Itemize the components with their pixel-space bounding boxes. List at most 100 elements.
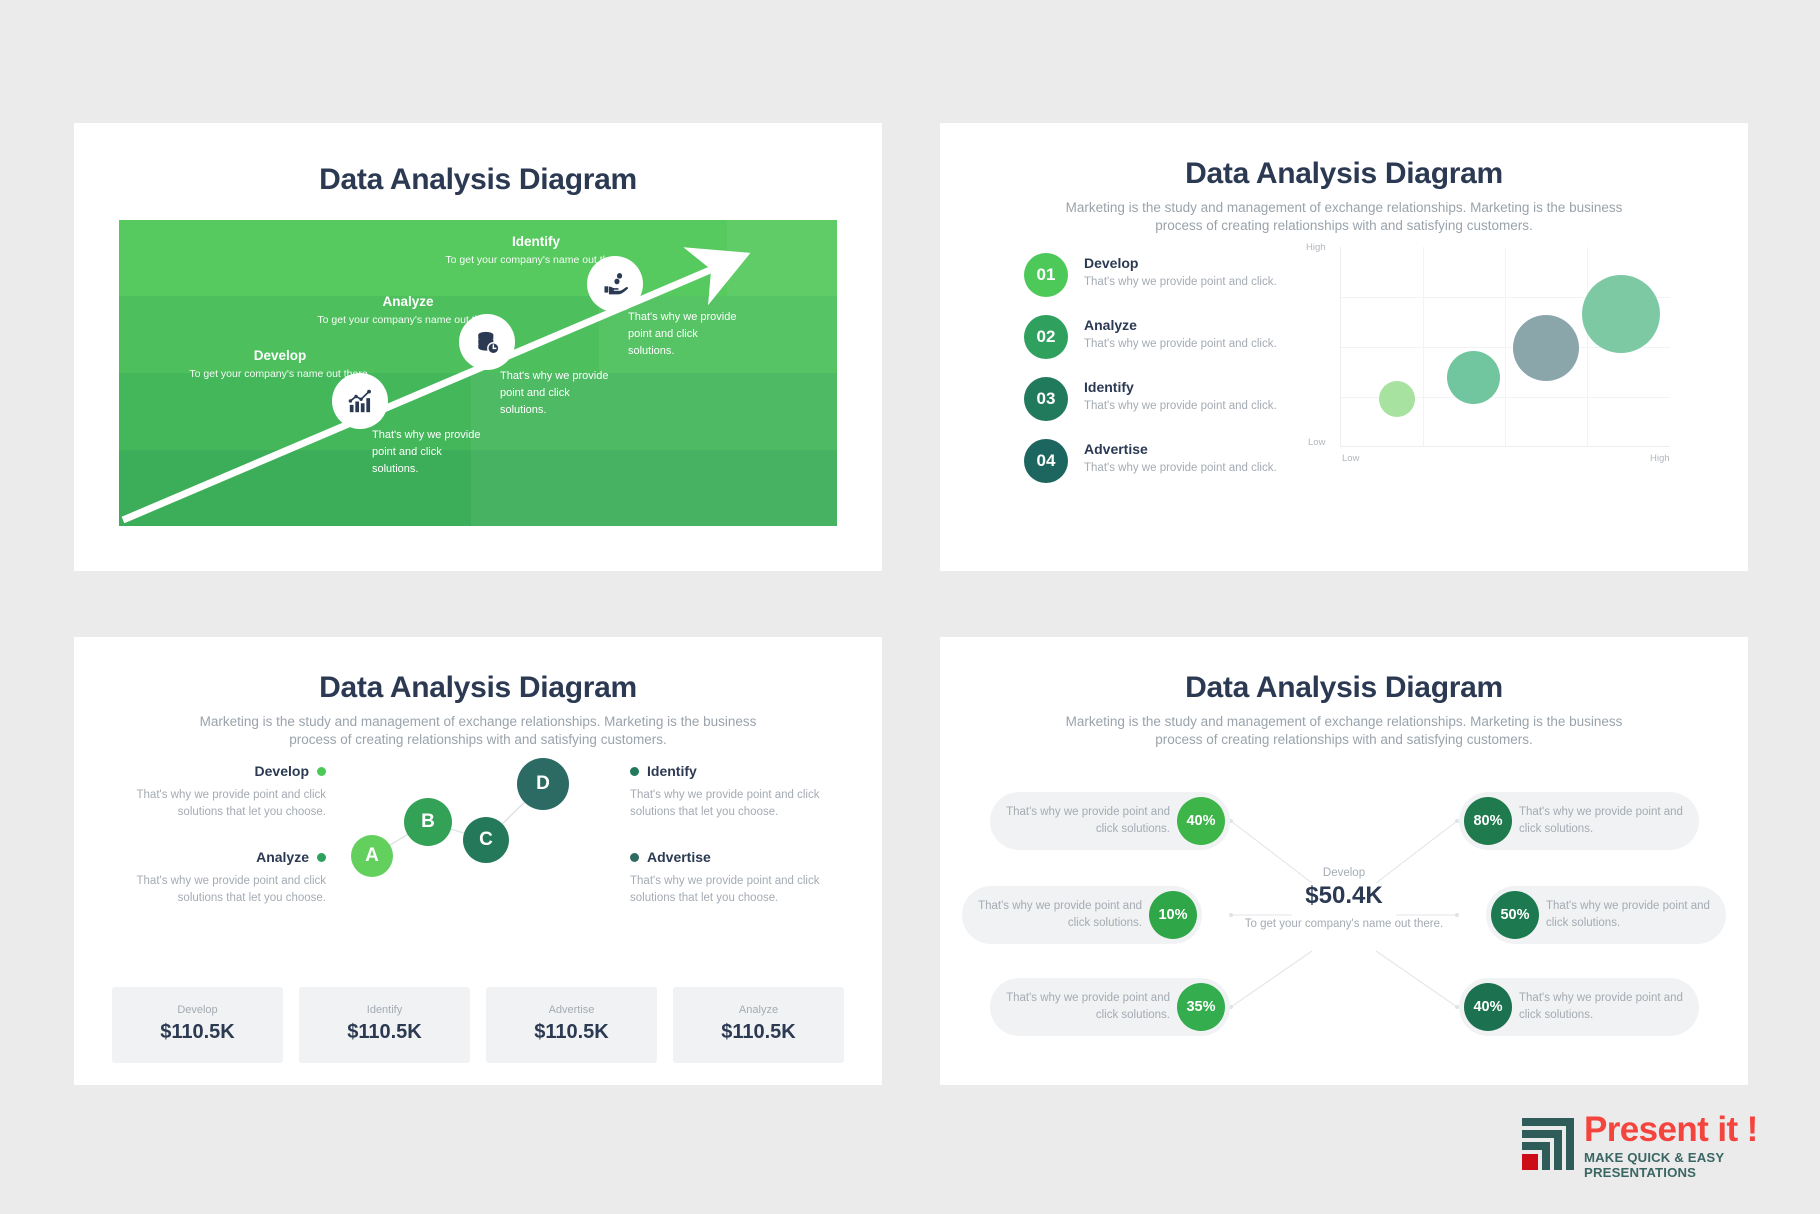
graph-node-a[interactable]: A	[351, 835, 393, 877]
pill-percent-badge: 80%	[1464, 797, 1512, 845]
list-item-description: That's why we provide point and click.	[1084, 276, 1277, 288]
list-item[interactable]: 02 Analyze That's why we provide point a…	[1024, 315, 1324, 359]
page-subtitle: Marketing is the study and management of…	[1065, 200, 1623, 234]
step-note-analyze: That's why we provide point and click so…	[500, 370, 609, 417]
step-number-badge: 03	[1024, 377, 1068, 421]
pill-right-2[interactable]: 50% That's why we provide point and clic…	[1486, 886, 1726, 944]
step-label-identify: Identify To get your company's name out …	[401, 234, 671, 266]
node-connector-lines	[371, 783, 544, 857]
gridline-h	[1341, 397, 1670, 398]
legend-develop[interactable]: Develop That's why we provide point and …	[102, 763, 326, 822]
page-title: Data Analysis Diagram	[1185, 671, 1503, 704]
pill-right-3[interactable]: 40% That's why we provide point and clic…	[1459, 978, 1699, 1036]
slide-hub-pills[interactable]: Data Analysis Diagram Marketing is the s…	[940, 637, 1748, 1085]
step-name: Analyze	[382, 294, 434, 309]
stat-label: Identify	[366, 1004, 403, 1016]
page-title: Data Analysis Diagram	[319, 163, 637, 196]
graph-node-d[interactable]: D	[517, 758, 569, 810]
stat-card[interactable]: Identify $110.5K	[299, 987, 470, 1063]
legend-label: Analyze	[256, 849, 309, 865]
stat-card-row: Develop $110.5K Identify $110.5K Adverti…	[112, 987, 844, 1063]
list-item-description: That's why we provide point and click.	[1084, 462, 1277, 474]
stat-value: $110.5K	[160, 1021, 235, 1043]
step-caption: To get your company's name out there.	[189, 368, 371, 380]
pill-percent-badge: 50%	[1491, 891, 1539, 939]
pill-text: That's why we provide point and click so…	[1519, 992, 1683, 1021]
gridline-h	[1341, 347, 1670, 348]
pill-percent-badge: 40%	[1464, 983, 1512, 1031]
hub-value: $50.4K	[1305, 882, 1383, 909]
stat-label: Advertise	[548, 1004, 595, 1016]
stat-label: Develop	[177, 1004, 218, 1016]
step-label-develop: Develop To get your company's name out t…	[145, 348, 415, 380]
stat-value: $110.5K	[534, 1021, 609, 1043]
step-number-badge: 01	[1024, 253, 1068, 297]
brand-logo[interactable]: Present it ! MAKE QUICK & EASY PRESENTAT…	[1518, 1110, 1788, 1180]
list-item-label: Develop	[1084, 255, 1139, 271]
slide-numbered-list-bubble[interactable]: Data Analysis Diagram Marketing is the s…	[940, 123, 1748, 571]
legend-analyze[interactable]: Analyze That's why we provide point and …	[102, 849, 326, 908]
gridline-h	[1341, 297, 1670, 298]
list-item-label: Identify	[1084, 379, 1134, 395]
legend-label: Develop	[254, 763, 309, 779]
page-title: Data Analysis Diagram	[319, 671, 637, 704]
pill-text: That's why we provide point and click so…	[1546, 900, 1710, 929]
stat-card[interactable]: Develop $110.5K	[112, 987, 283, 1063]
bubble-point[interactable]	[1447, 351, 1500, 404]
y-axis-label-high: High	[1306, 242, 1326, 253]
pill-percent-badge: 35%	[1177, 983, 1225, 1031]
pill-left-3[interactable]: That's why we provide point and click so…	[990, 978, 1230, 1036]
y-axis-label-low: Low	[1308, 437, 1326, 448]
pill-left-1[interactable]: That's why we provide point and click so…	[990, 792, 1230, 850]
step-node-analyze[interactable]	[459, 314, 515, 370]
legend-dot-icon	[317, 766, 326, 776]
graph-node-b[interactable]: B	[404, 798, 452, 846]
hub-label: Develop	[1322, 867, 1366, 879]
pill-left-2[interactable]: That's why we provide point and click so…	[962, 886, 1202, 944]
list-item-description: That's why we provide point and click.	[1084, 338, 1277, 350]
legend-description: That's why we provide point and click so…	[630, 789, 820, 819]
step-name: Develop	[253, 348, 307, 363]
brand-tagline: MAKE QUICK & EASY PRESENTATIONS	[1584, 1149, 1725, 1180]
list-item[interactable]: 03 Identify That's why we provide point …	[1024, 377, 1324, 421]
slide-process-arrow[interactable]: Data Analysis Diagram Develop To get	[74, 123, 882, 571]
bubble-point[interactable]	[1379, 381, 1415, 417]
present-it-mark-icon	[1522, 1118, 1574, 1170]
x-axis-label-low: Low	[1342, 453, 1360, 464]
list-item[interactable]: 04 Advertise That's why we provide point…	[1024, 439, 1324, 483]
pill-text: That's why we provide point and click so…	[1006, 992, 1170, 1021]
bubble-chart: High Low Low High	[1300, 239, 1700, 487]
brand-name: Present it !	[1584, 1110, 1758, 1149]
step-node-identify[interactable]	[587, 256, 643, 312]
legend-description: That's why we provide point and click so…	[630, 875, 820, 905]
process-arrow-chart: Develop To get your company's name out t…	[119, 220, 837, 526]
gridline-v	[1505, 247, 1506, 446]
legend-label: Advertise	[647, 849, 711, 865]
page-subtitle: Marketing is the study and management of…	[199, 714, 757, 748]
pill-right-1[interactable]: 80% That's why we provide point and clic…	[1459, 792, 1699, 850]
step-node-develop[interactable]	[332, 373, 388, 429]
stat-card[interactable]: Analyze $110.5K	[673, 987, 844, 1063]
bubble-point[interactable]	[1582, 275, 1660, 353]
list-item-description: That's why we provide point and click.	[1084, 400, 1277, 412]
pill-percent-badge: 40%	[1177, 797, 1225, 845]
page-subtitle: Marketing is the study and management of…	[1065, 714, 1623, 748]
step-caption: To get your company's name out there.	[317, 314, 499, 326]
legend-advertise[interactable]: Advertise That's why we provide point an…	[630, 849, 854, 908]
graph-node-c[interactable]: C	[463, 817, 509, 863]
slide-node-graph[interactable]: Data Analysis Diagram Marketing is the s…	[74, 637, 882, 1085]
list-item[interactable]: 01 Develop That's why we provide point a…	[1024, 253, 1324, 297]
gridline-v	[1587, 247, 1588, 446]
legend-identify[interactable]: Identify That's why we provide point and…	[630, 763, 854, 822]
numbered-list: 01 Develop That's why we provide point a…	[1024, 253, 1324, 501]
legend-dot-icon	[630, 852, 639, 862]
stat-card[interactable]: Advertise $110.5K	[486, 987, 657, 1063]
bubble-point[interactable]	[1513, 315, 1579, 381]
band-bottom	[119, 450, 837, 526]
bar-chart-trend-icon	[348, 389, 371, 412]
band-third	[119, 373, 837, 450]
hub-summary: Develop $50.4K To get your company's nam…	[1244, 867, 1444, 933]
hub-connector-lines	[1229, 819, 1459, 1009]
hub-description: To get your company's name out there.	[1244, 918, 1444, 930]
